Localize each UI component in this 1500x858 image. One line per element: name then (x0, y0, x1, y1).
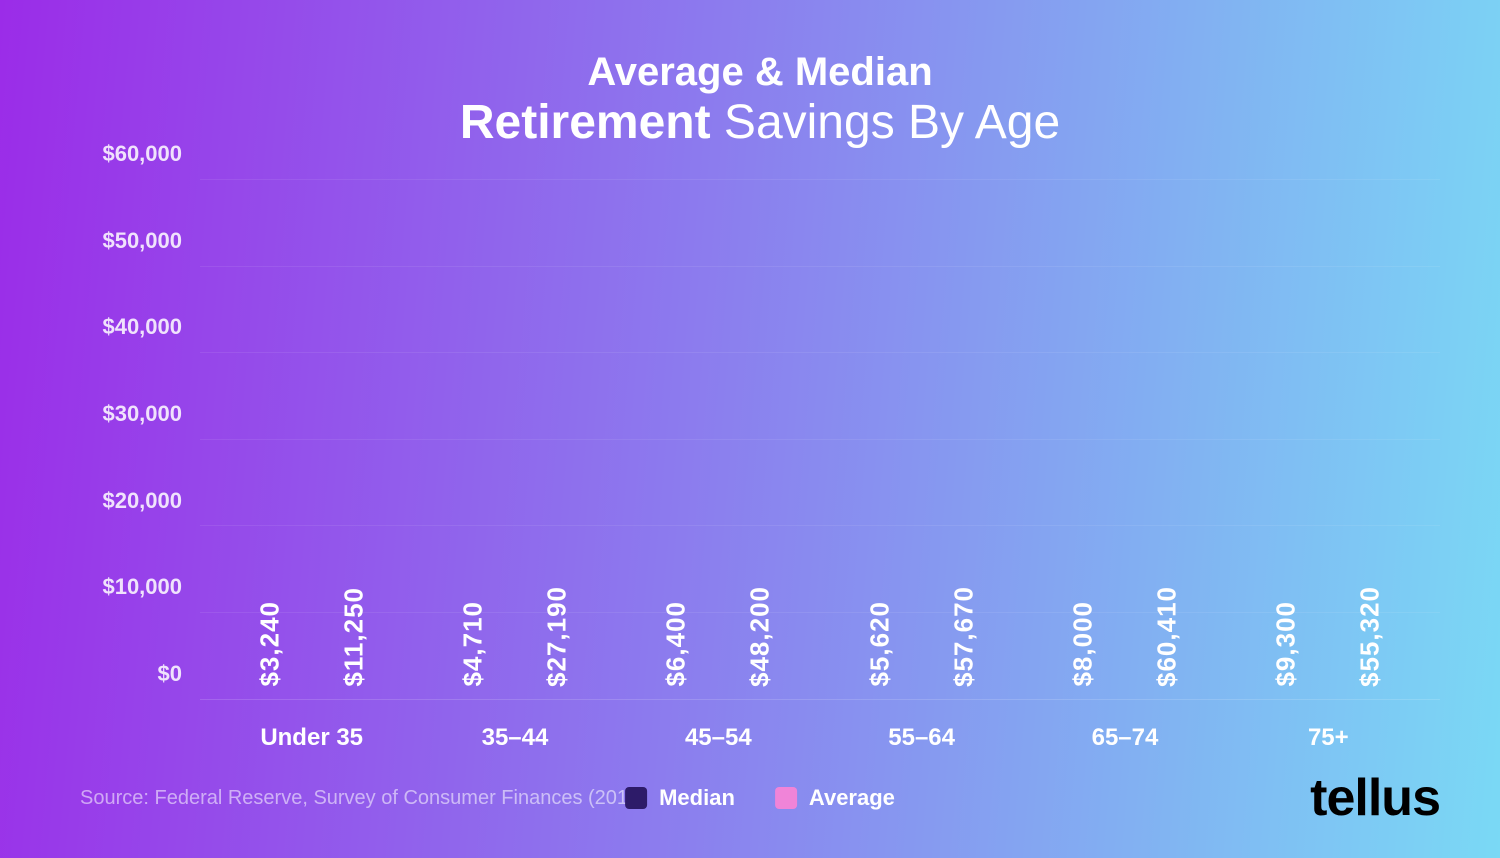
bar-value-label: $6,400 (661, 601, 692, 687)
title-line2: Retirement Savings By Age (80, 95, 1440, 150)
gridline (200, 179, 1440, 180)
bar-value-label: $9,300 (1271, 601, 1302, 687)
bar-value-label: $60,410 (1151, 586, 1182, 687)
x-axis-label: 55–64 (820, 724, 1023, 752)
legend: Median Average (625, 785, 895, 811)
y-axis: $0$10,000$20,000$30,000$40,000$50,000$60… (80, 180, 200, 700)
bar-value-label: $3,240 (254, 601, 285, 687)
chart-title: Average & Median Retirement Savings By A… (80, 50, 1440, 150)
x-axis-label: 65–74 (1023, 724, 1226, 752)
y-tick-label: $0 (158, 661, 182, 687)
x-axis-label: 35–44 (413, 724, 616, 752)
bar-value-label: $27,190 (541, 586, 572, 687)
y-tick-label: $40,000 (102, 314, 182, 340)
x-axis: Under 3535–4445–5455–6465–7475+ (200, 724, 1440, 752)
title-strong: Retirement (460, 96, 711, 149)
plot-row: $0 $10,000 $20,000 $30,000 $40,000 $50,000 $60… (80, 180, 1440, 700)
gridline (200, 439, 1440, 440)
legend-item: Median (625, 785, 735, 811)
legend-label: Median (659, 785, 735, 811)
title-line1: Average & Median (80, 50, 1440, 95)
bar-value-label: $4,710 (457, 601, 488, 687)
x-axis-label: Under 35 (210, 724, 413, 752)
title-rest: Savings By Age (711, 96, 1061, 149)
bar-value-label: $48,200 (745, 586, 776, 687)
gridline (200, 266, 1440, 267)
legend-label: Average (809, 785, 895, 811)
bar-value-label: $8,000 (1067, 601, 1098, 687)
bar-value-label: $55,320 (1355, 586, 1386, 687)
gridline (200, 525, 1440, 526)
bar-value-label: $5,620 (864, 601, 895, 687)
brand-logo: tellus (1310, 768, 1440, 828)
x-axis-label: 45–54 (617, 724, 820, 752)
legend-item: Average (775, 785, 895, 811)
gridline (200, 612, 1440, 613)
bottom-row: Source: Federal Reserve, Survey of Consu… (80, 768, 1440, 828)
bar-value-label: $57,670 (948, 586, 979, 687)
plot-area: $3,240 $11,250 $4,710 $27,190 $6,400 $48,200 $… (200, 180, 1440, 700)
y-tick-label: $20,000 (102, 488, 182, 514)
source-text: Source: Federal Reserve, Survey of Consu… (80, 787, 646, 810)
legend-swatch (625, 787, 647, 809)
bar-groups: $3,240 $11,250 $4,710 $27,190 $6,400 $48,200 $… (200, 180, 1440, 699)
legend-swatch (775, 787, 797, 809)
gridline (200, 352, 1440, 353)
bar-value-label: $11,250 (338, 587, 369, 687)
y-tick-label: $10,000 (102, 574, 182, 600)
x-axis-label: 75+ (1227, 724, 1430, 752)
y-tick-label: $60,000 (102, 141, 182, 167)
chart-container: Average & Median Retirement Savings By A… (80, 50, 1440, 778)
y-tick-label: $50,000 (102, 228, 182, 254)
y-tick-label: $30,000 (102, 401, 182, 427)
